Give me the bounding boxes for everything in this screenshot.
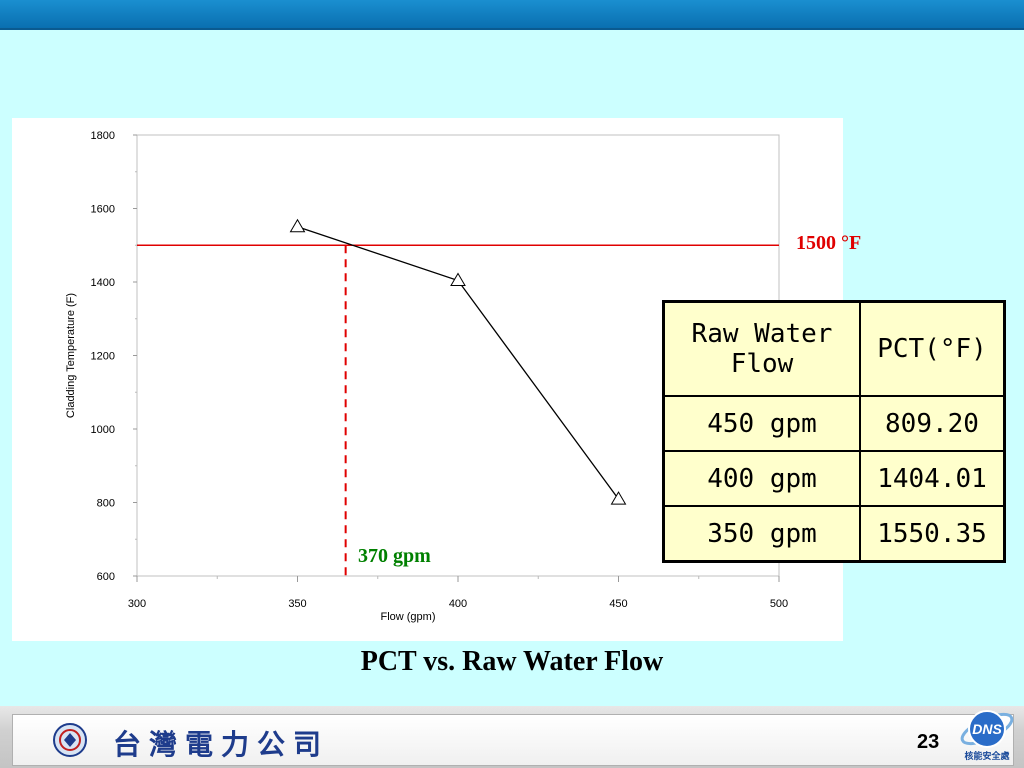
- y-tick-label: 1200: [91, 351, 115, 363]
- table-cell: 450 gpm: [662, 395, 861, 452]
- flow-intercept-label: 370 gpm: [358, 545, 431, 567]
- dns-badge-text: DNS: [972, 721, 1002, 737]
- footer-panel: 台灣電力公司 23 DNS 核能安全處: [12, 710, 1014, 766]
- table-cell: 400 gpm: [662, 450, 861, 507]
- x-axis-title: Flow (gpm): [380, 611, 435, 623]
- data-point: [289, 218, 306, 233]
- chart: 600 800 1000 1200 1400 1600 1800 300 350 400 450 50…: [65, 130, 788, 623]
- y-tick-label: 1600: [91, 204, 115, 216]
- page-number: 23: [917, 731, 940, 753]
- company-name: 台灣電力公司: [113, 728, 330, 761]
- table-row: 400 gpm 1404.01: [662, 450, 1006, 507]
- footer: 台灣電力公司 23 DNS 核能安全處: [0, 706, 1024, 768]
- taipower-logo-icon: [53, 723, 87, 757]
- table-cell: 1550.35: [859, 505, 1006, 563]
- table-cell: 350 gpm: [662, 505, 861, 563]
- data-point: [450, 272, 466, 287]
- x-tick-label: 400: [449, 598, 467, 610]
- table-header-row: Raw Water Flow PCT(°F): [662, 300, 1006, 397]
- y-tick-label: 1000: [91, 424, 115, 436]
- x-tick-label: 450: [609, 598, 627, 610]
- table-row: 350 gpm 1550.35: [662, 505, 1006, 563]
- table-row: 450 gpm 809.20: [662, 395, 1006, 452]
- dns-badge-icon: DNS: [960, 710, 1014, 748]
- y-axis-title: Cladding Temperature (F): [65, 293, 77, 418]
- y-tick-label: 1800: [91, 130, 115, 142]
- pct-table: Raw Water Flow PCT(°F) 450 gpm 809.20 40…: [662, 300, 1006, 563]
- table-header-pct: PCT(°F): [859, 300, 1006, 397]
- threshold-label: 1500 °F: [796, 232, 862, 254]
- data-point: [610, 491, 627, 505]
- y-tick-label: 600: [97, 571, 115, 583]
- slide-caption: PCT vs. Raw Water Flow: [360, 646, 664, 677]
- x-tick-label: 500: [770, 598, 788, 610]
- y-tick-label: 800: [97, 498, 115, 510]
- y-tick-label: 1400: [91, 277, 115, 289]
- table-cell: 809.20: [859, 395, 1006, 452]
- table-header-flow: Raw Water Flow: [662, 300, 861, 397]
- x-tick-label: 350: [288, 598, 306, 610]
- top-bar: [0, 0, 1024, 30]
- table-cell: 1404.01: [859, 450, 1006, 507]
- x-tick-label: 300: [128, 598, 146, 610]
- dns-badge-subtitle: 核能安全處: [964, 751, 1010, 761]
